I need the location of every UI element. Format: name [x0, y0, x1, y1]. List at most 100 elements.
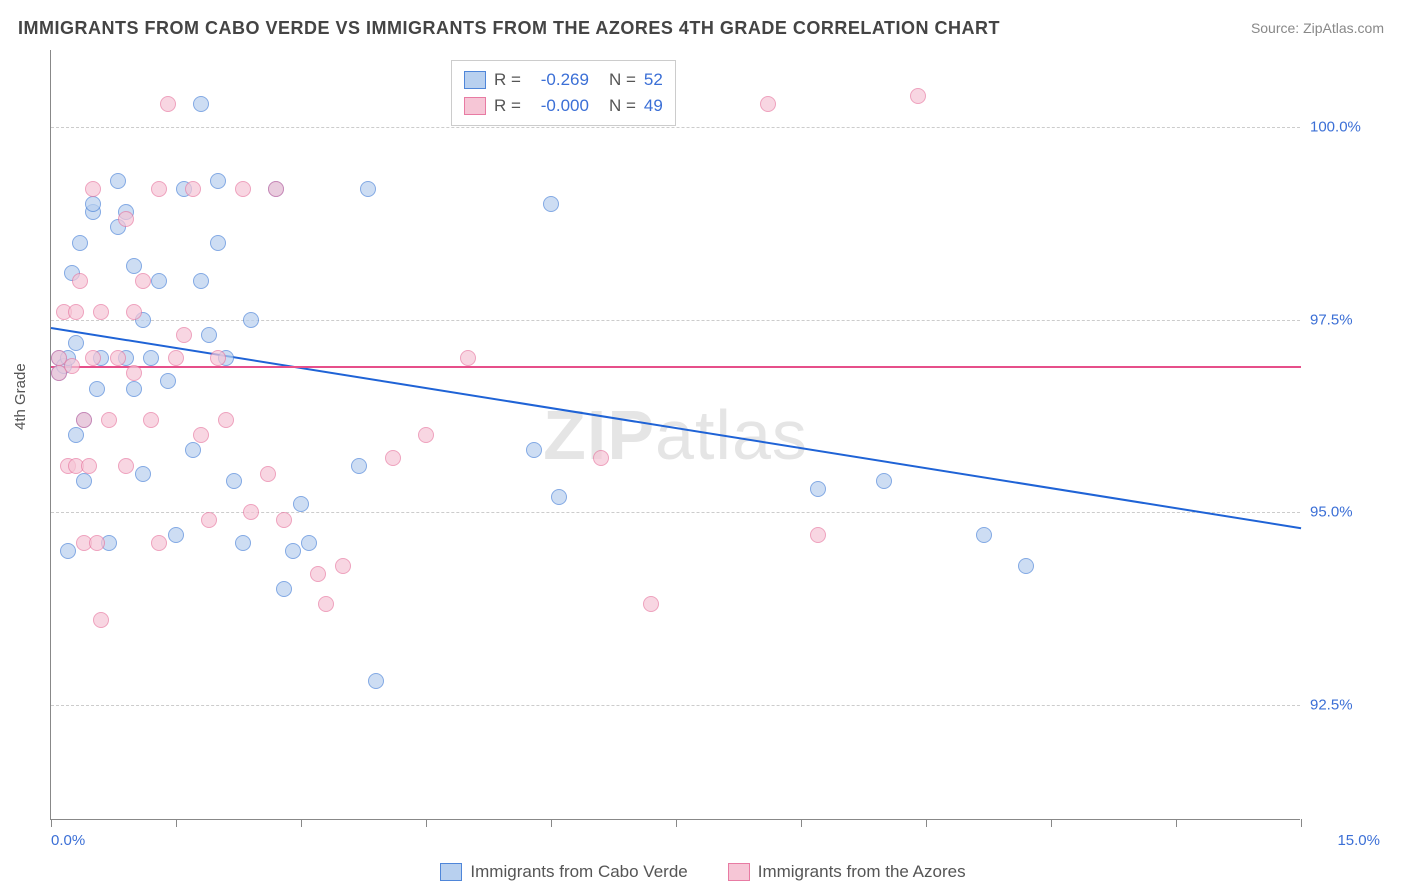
data-point [76, 473, 92, 489]
y-tick-label: 100.0% [1310, 119, 1390, 136]
correlation-legend: R =-0.269N =52R =-0.000N =49 [451, 60, 676, 126]
data-point [235, 535, 251, 551]
legend-swatch [728, 863, 750, 881]
data-point [760, 96, 776, 112]
data-point [89, 535, 105, 551]
data-point [93, 612, 109, 628]
data-point [81, 458, 97, 474]
data-point [135, 273, 151, 289]
y-tick-label: 92.5% [1310, 696, 1390, 713]
data-point [360, 181, 376, 197]
data-point [201, 512, 217, 528]
data-point [68, 427, 84, 443]
data-point [301, 535, 317, 551]
x-tick [301, 819, 302, 827]
data-point [293, 496, 309, 512]
data-point [151, 273, 167, 289]
x-tick [51, 819, 52, 827]
data-point [85, 350, 101, 366]
data-point [976, 527, 992, 543]
legend-swatch [440, 863, 462, 881]
trend-line [51, 327, 1301, 529]
data-point [551, 489, 567, 505]
gridline [51, 705, 1300, 706]
data-point [276, 581, 292, 597]
data-point [126, 381, 142, 397]
data-point [160, 373, 176, 389]
data-point [460, 350, 476, 366]
data-point [118, 458, 134, 474]
data-point [876, 473, 892, 489]
data-point [110, 173, 126, 189]
data-point [93, 304, 109, 320]
x-tick [926, 819, 927, 827]
data-point [418, 427, 434, 443]
data-point [126, 304, 142, 320]
x-tick [176, 819, 177, 827]
data-point [543, 196, 559, 212]
watermark: ZIPatlas [543, 395, 808, 475]
data-point [218, 412, 234, 428]
data-point [276, 512, 292, 528]
data-point [193, 427, 209, 443]
data-point [351, 458, 367, 474]
data-point [68, 335, 84, 351]
data-point [168, 350, 184, 366]
data-point [126, 258, 142, 274]
legend-swatch [464, 71, 486, 89]
data-point [201, 327, 217, 343]
legend-row: R =-0.269N =52 [464, 67, 663, 93]
data-point [643, 596, 659, 612]
data-point [64, 358, 80, 374]
data-point [243, 312, 259, 328]
data-point [185, 442, 201, 458]
legend-row: R =-0.000N =49 [464, 93, 663, 119]
data-point [85, 181, 101, 197]
data-point [210, 235, 226, 251]
data-point [135, 466, 151, 482]
data-point [110, 350, 126, 366]
x-tick [1051, 819, 1052, 827]
data-point [72, 273, 88, 289]
data-point [160, 96, 176, 112]
legend-item: Immigrants from Cabo Verde [440, 862, 687, 882]
data-point [143, 412, 159, 428]
data-point [810, 481, 826, 497]
y-tick-label: 95.0% [1310, 504, 1390, 521]
x-max-label: 15.0% [1337, 832, 1380, 849]
x-tick [551, 819, 552, 827]
data-point [168, 527, 184, 543]
data-point [526, 442, 542, 458]
data-point [76, 412, 92, 428]
data-point [210, 350, 226, 366]
data-point [151, 181, 167, 197]
chart-title: IMMIGRANTS FROM CABO VERDE VS IMMIGRANTS… [18, 18, 1000, 39]
data-point [310, 566, 326, 582]
legend-item: Immigrants from the Azores [728, 862, 966, 882]
data-point [85, 196, 101, 212]
data-point [60, 543, 76, 559]
data-point [260, 466, 276, 482]
x-tick [676, 819, 677, 827]
data-point [285, 543, 301, 559]
data-point [185, 181, 201, 197]
y-axis-label: 4th Grade [12, 363, 29, 430]
data-point [235, 181, 251, 197]
legend-swatch [464, 97, 486, 115]
gridline [51, 512, 1300, 513]
data-point [101, 412, 117, 428]
series-legend: Immigrants from Cabo Verde Immigrants fro… [0, 862, 1406, 882]
data-point [1018, 558, 1034, 574]
x-tick [426, 819, 427, 827]
data-point [593, 450, 609, 466]
data-point [72, 235, 88, 251]
data-point [126, 365, 142, 381]
y-tick-label: 97.5% [1310, 311, 1390, 328]
data-point [368, 673, 384, 689]
data-point [143, 350, 159, 366]
plot-area: ZIPatlas R =-0.269N =52R =-0.000N =49 0.… [50, 50, 1300, 820]
x-tick [801, 819, 802, 827]
data-point [68, 304, 84, 320]
data-point [243, 504, 259, 520]
data-point [210, 173, 226, 189]
